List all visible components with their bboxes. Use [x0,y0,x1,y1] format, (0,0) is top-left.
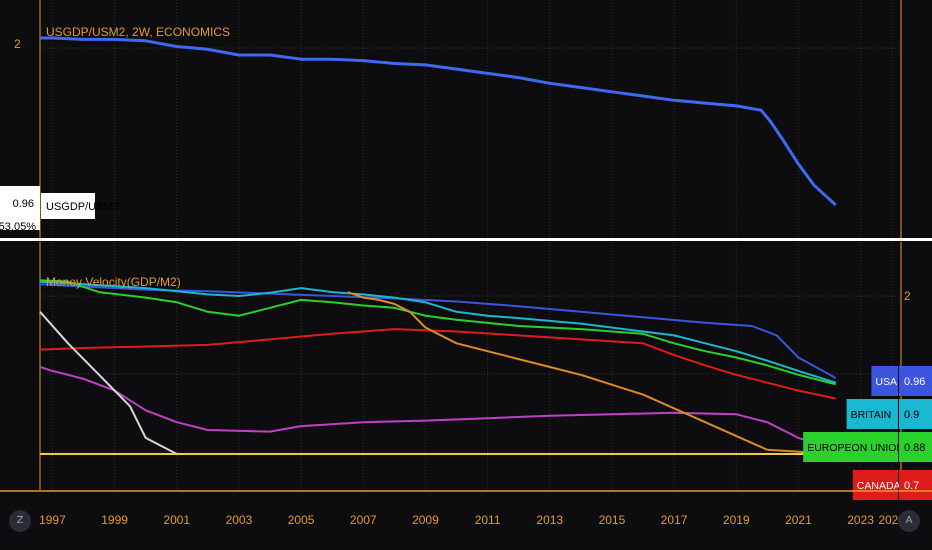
auto-scale-button[interactable]: A [898,510,920,532]
series-line-5 [39,366,837,451]
x-tick-label: 2019 [723,513,750,527]
top-series [40,36,837,207]
zoom-reset-button[interactable]: Z [9,510,31,532]
legend-value: 0.96 [904,376,925,388]
top-left-scale-label: 2 [14,37,21,51]
top-pane-title: USGDP/USM2, 2W, ECONOMICS [46,25,230,39]
x-axis: 1997 1999 2001 2003 2005 2007 2009 2011 2013 2015… [0,490,932,527]
legend-label: BRITAIN [851,409,892,421]
x-tick-label: 2007 [350,513,377,527]
legend-label: USA [875,376,897,388]
x-tick-label: 2009 [412,513,439,527]
legend-label-box [803,432,898,462]
price-tag-label-box [41,193,95,219]
x-tick-label: 2001 [163,513,190,527]
x-tick-label: 2013 [536,513,563,527]
legend-value: 0.88 [904,442,925,454]
bottom-pane: Money Velocity(GDP/M2) 2 USA 0.96 BRITAIN 0… [39,242,932,500]
series-line-7 [347,291,836,455]
x-tick-label: 2015 [599,513,626,527]
x-tick-label: 2005 [288,513,315,527]
x-tick-label: 2003 [226,513,253,527]
legend-value: 0.9 [904,409,919,421]
legend-label-box [871,366,898,396]
pane-divider[interactable] [0,238,932,241]
legend-label-box [852,470,898,500]
legend-label: EUROPEON UNION [807,442,904,454]
series-line-canada [39,328,836,400]
x-tick-label: 2023 [847,513,874,527]
x-tick-label: 1997 [39,513,66,527]
x-tick-label: 2021 [785,513,812,527]
legend-label: CANADA [857,480,901,492]
price-change: -53.05% [0,221,36,233]
indicator-title: Money Velocity(GDP/M2) [46,275,181,289]
legend-value-box [899,366,932,396]
legend-value-box [899,432,932,462]
bottom-series [39,279,837,455]
series-line-europeon-union [39,279,836,386]
legend-value: 0.7 [904,480,919,492]
series-line-6 [39,311,457,455]
x-tick-labels: 1997 1999 2001 2003 2005 2007 2009 2011 2013 2015… [39,513,905,527]
legend: USA 0.96 BRITAIN 0.9 EUROPEON UNION 0.88 CANAD… [803,366,932,500]
price-tag-label: USGDP/USM2 [46,201,119,213]
price-value-box [0,186,40,230]
x-tick-label: 2017 [661,513,688,527]
legend-value-box [899,470,932,500]
series-line-britain [39,280,837,384]
legend-value-box [899,399,932,429]
legend-label-box [846,399,898,429]
top-pane: USGDP/USM2, 2W, ECONOMICS 2 0.96 -53.05%… [0,0,902,238]
bottom-right-scale-label: 2 [904,289,911,303]
x-tick-label: 2011 [475,513,501,527]
x-tick-label: 1999 [101,513,128,527]
series-line-usgdp-usm2 [40,36,837,207]
price-value: 0.96 [13,198,34,210]
